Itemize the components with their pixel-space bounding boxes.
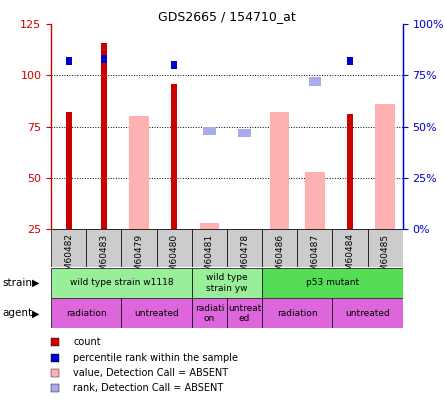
Text: GSM60487: GSM60487 — [310, 233, 320, 283]
Bar — [227, 298, 262, 328]
Text: rank, Detection Call = ABSENT: rank, Detection Call = ABSENT — [73, 384, 224, 393]
Text: GSM60478: GSM60478 — [240, 233, 249, 283]
Bar — [192, 268, 262, 298]
Text: strain: strain — [2, 278, 32, 288]
Bar — [86, 229, 121, 267]
Bar — [192, 298, 227, 328]
Text: agent: agent — [2, 308, 32, 318]
Text: ▶: ▶ — [32, 308, 40, 318]
Text: GSM60485: GSM60485 — [380, 233, 390, 283]
Bar — [347, 57, 353, 65]
Bar — [262, 298, 332, 328]
Text: GSM60484: GSM60484 — [345, 233, 355, 282]
Bar — [121, 229, 157, 267]
Bar — [192, 229, 227, 267]
Text: GSM60481: GSM60481 — [205, 233, 214, 283]
Bar — [51, 268, 192, 298]
Bar — [376, 104, 395, 229]
Text: GSM60479: GSM60479 — [134, 233, 144, 283]
Bar — [309, 77, 321, 86]
Bar — [101, 55, 107, 63]
Bar — [200, 223, 219, 229]
Text: value, Detection Call = ABSENT: value, Detection Call = ABSENT — [73, 368, 229, 378]
Bar — [332, 229, 368, 267]
Text: count: count — [73, 337, 101, 347]
Bar — [297, 229, 332, 267]
Text: wild type strain w1118: wild type strain w1118 — [70, 278, 173, 288]
Text: p53 mutant: p53 mutant — [306, 278, 359, 288]
Text: GSM60483: GSM60483 — [99, 233, 109, 283]
Title: GDS2665 / 154710_at: GDS2665 / 154710_at — [158, 10, 296, 23]
Bar — [347, 114, 353, 229]
Bar — [129, 116, 149, 229]
Text: untreat
ed: untreat ed — [228, 304, 261, 323]
Bar — [332, 298, 403, 328]
Bar — [239, 129, 251, 137]
Bar — [157, 229, 192, 267]
Bar — [171, 83, 178, 229]
Bar — [203, 126, 215, 135]
Bar — [51, 229, 86, 267]
Bar — [65, 112, 72, 229]
Bar — [270, 112, 289, 229]
Text: ▶: ▶ — [32, 278, 40, 288]
Bar — [305, 172, 324, 229]
Bar — [101, 43, 107, 229]
Text: percentile rank within the sample: percentile rank within the sample — [73, 353, 239, 362]
Text: radiation: radiation — [66, 309, 107, 318]
Text: untreated: untreated — [345, 309, 390, 318]
Text: wild type
strain yw: wild type strain yw — [206, 273, 248, 292]
Bar — [262, 268, 403, 298]
Bar — [227, 229, 262, 267]
Bar — [171, 61, 178, 69]
Bar — [51, 298, 121, 328]
Text: radiation: radiation — [277, 309, 318, 318]
Bar — [65, 57, 72, 65]
Bar — [262, 229, 297, 267]
Text: radiati
on: radiati on — [194, 304, 224, 323]
Bar — [121, 298, 192, 328]
Text: GSM60482: GSM60482 — [64, 233, 73, 282]
Text: GSM60480: GSM60480 — [170, 233, 179, 283]
Text: untreated: untreated — [134, 309, 179, 318]
Text: GSM60486: GSM60486 — [275, 233, 284, 283]
Bar — [368, 229, 403, 267]
